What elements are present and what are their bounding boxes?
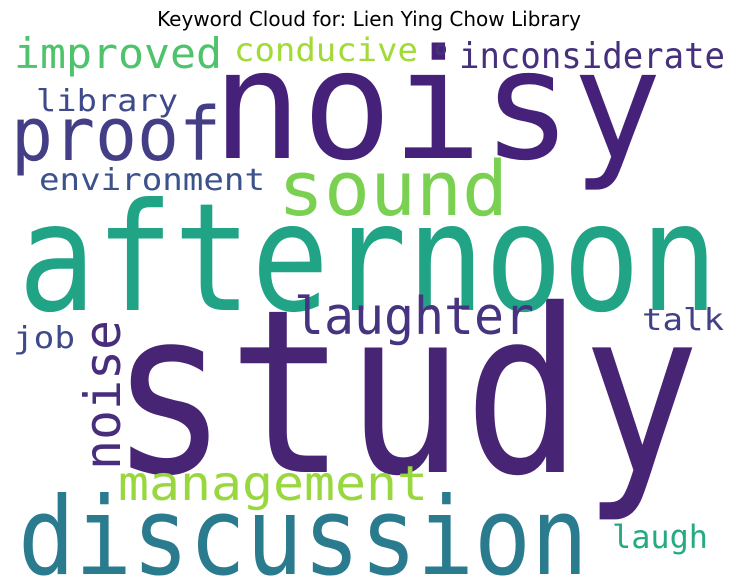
word-improved: improved — [14, 29, 222, 78]
word-inconsiderate: inconsiderate — [459, 36, 725, 77]
word-laugh: laugh — [612, 518, 708, 556]
word-noisy: noisy — [212, 17, 662, 194]
word-o: o — [435, 36, 447, 60]
word-laughter: laughter — [294, 287, 534, 347]
word-management: management — [118, 456, 428, 512]
chart-title: Keyword Cloud for: Lien Ying Chow Librar… — [157, 7, 581, 31]
word-sound: sound — [278, 144, 508, 233]
word-conducive: conducive — [234, 31, 418, 69]
word-discussion: discussion — [18, 475, 588, 583]
word-proof: proof — [11, 92, 221, 178]
word-talk: talk — [642, 303, 724, 338]
word-noise: noise — [74, 320, 132, 470]
word-afternoon: afternoon — [18, 172, 718, 346]
word-environment: environment — [39, 163, 265, 198]
word-study: study — [110, 260, 700, 526]
word-job: job — [13, 321, 75, 356]
word-library: library — [36, 84, 178, 119]
